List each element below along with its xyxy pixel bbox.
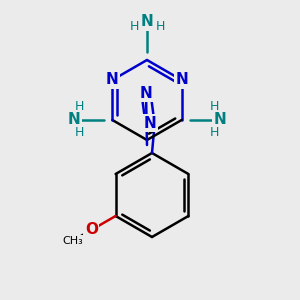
Text: H: H [155, 20, 165, 34]
Text: H: H [129, 20, 139, 34]
Text: N: N [213, 112, 226, 128]
Text: N: N [106, 73, 119, 88]
Text: N: N [68, 112, 81, 128]
Text: H: H [75, 127, 84, 140]
Text: N: N [140, 85, 152, 100]
Text: H: H [210, 100, 219, 113]
Text: N: N [175, 73, 188, 88]
Text: N: N [141, 14, 153, 29]
Text: O: O [85, 223, 98, 238]
Text: H: H [75, 100, 84, 113]
Text: CH₃: CH₃ [62, 236, 83, 246]
Text: N: N [144, 116, 156, 130]
Text: H: H [210, 127, 219, 140]
